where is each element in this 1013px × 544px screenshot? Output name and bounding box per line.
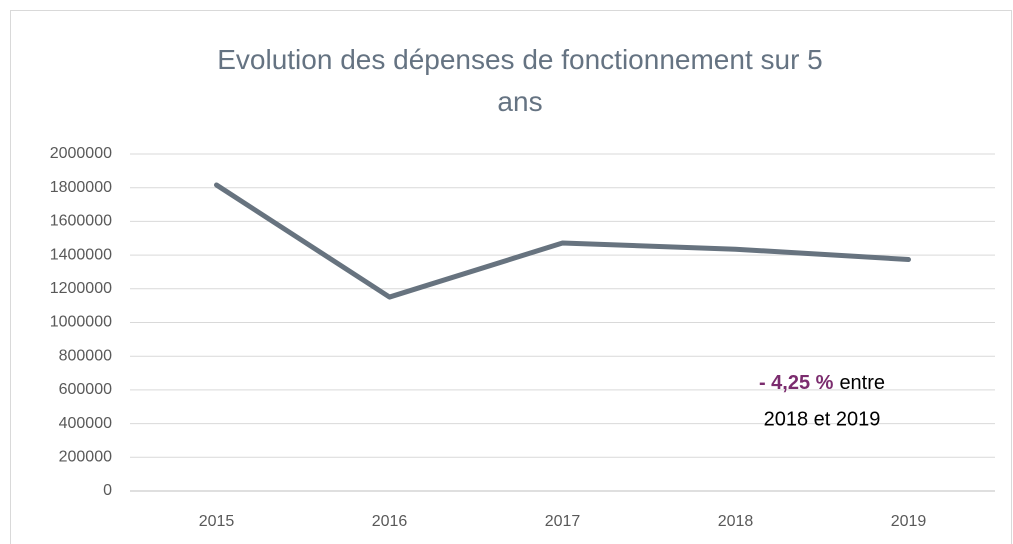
y-tick-label: 200000 — [59, 449, 112, 466]
line-series — [214, 182, 911, 300]
title-line: ans — [497, 86, 542, 117]
y-tick-label: 800000 — [59, 347, 112, 364]
y-tick-label: 600000 — [59, 381, 112, 398]
y-tick-label: 2000000 — [50, 145, 112, 162]
y-tick-label: 1200000 — [50, 280, 112, 297]
y-tick-label: 0 — [103, 482, 112, 499]
y-tick-label: 1600000 — [50, 213, 112, 230]
title-line: Evolution des dépenses de fonctionnement… — [217, 44, 823, 75]
chart-frame — [10, 10, 1012, 544]
y-tick-label: 1400000 — [50, 246, 112, 263]
x-tick-label: 2015 — [199, 513, 235, 530]
annotation-text: entre — [839, 372, 885, 394]
y-tick-label: 1000000 — [50, 314, 112, 331]
annotation: - 4,25 % entre — [759, 372, 885, 394]
y-tick-label: 400000 — [59, 415, 112, 432]
y-tick-label: 1800000 — [50, 179, 112, 196]
x-tick-label: 2016 — [372, 513, 408, 530]
annotation-highlight: - 4,25 % — [759, 372, 834, 394]
x-tick-label: 2018 — [718, 513, 754, 530]
x-tick-label: 2017 — [545, 513, 581, 530]
annotation-line2: 2018 et 2019 — [764, 408, 881, 430]
chart-title: Evolution des dépenses de fonctionnement… — [217, 44, 823, 117]
x-tick-label: 2019 — [891, 513, 927, 530]
